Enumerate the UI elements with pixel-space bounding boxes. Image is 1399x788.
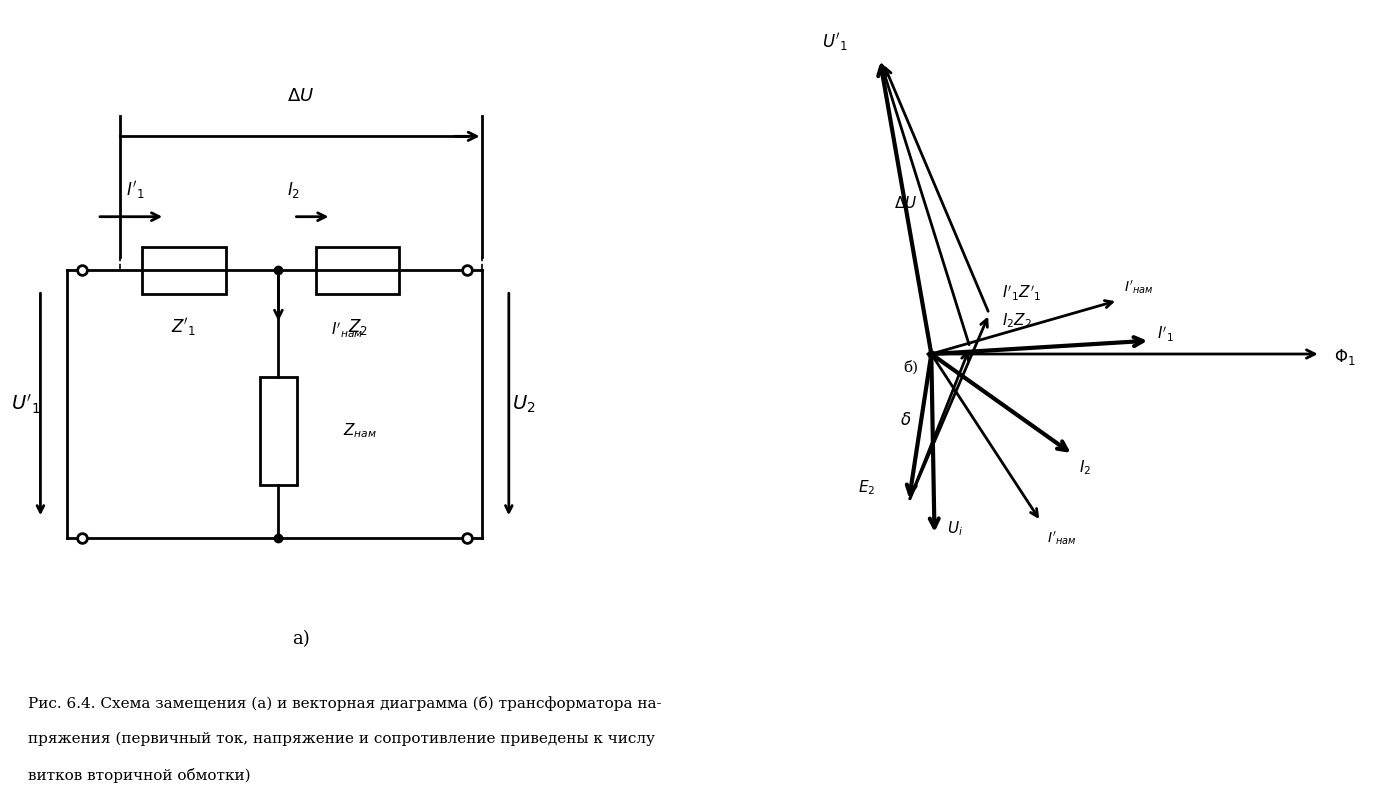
- Text: $Z'_1$: $Z'_1$: [171, 316, 197, 338]
- Text: $I'_1Z'_1$: $I'_1Z'_1$: [1002, 284, 1041, 303]
- Text: $I'_{нам}$: $I'_{нам}$: [1125, 278, 1154, 296]
- Text: пряжения (первичный ток, напряжение и сопротивление приведены к числу: пряжения (первичный ток, напряжение и со…: [28, 731, 655, 746]
- Bar: [143, 247, 225, 294]
- Text: $I'_{нам}$: $I'_{нам}$: [1046, 530, 1077, 547]
- Text: $\delta$: $\delta$: [900, 412, 911, 429]
- Bar: [260, 377, 298, 485]
- Text: $I_2Z_2$: $I_2Z_2$: [1002, 311, 1032, 330]
- Text: $I'_1$: $I'_1$: [1157, 325, 1174, 344]
- Text: витков вторичной обмотки): витков вторичной обмотки): [28, 768, 250, 782]
- Text: $Z_{нам}$: $Z_{нам}$: [343, 422, 376, 440]
- Text: $U_i$: $U_i$: [947, 519, 964, 537]
- Text: $U'_1$: $U'_1$: [823, 31, 848, 53]
- Text: б): б): [904, 361, 918, 375]
- Text: $Z_2$: $Z_2$: [348, 318, 368, 337]
- Text: $I_2$: $I_2$: [287, 180, 301, 200]
- Text: $I_2$: $I_2$: [1080, 459, 1091, 478]
- Text: $\Delta U$: $\Delta U$: [894, 195, 918, 211]
- Text: $\Delta U$: $\Delta U$: [287, 87, 315, 105]
- Text: $U_2$: $U_2$: [512, 393, 536, 415]
- Bar: [316, 247, 399, 294]
- Text: $U'_1$: $U'_1$: [11, 392, 41, 416]
- Text: $I'_{нам}$: $I'_{нам}$: [332, 321, 364, 340]
- Text: $E_2$: $E_2$: [859, 478, 876, 497]
- Text: Рис. 6.4. Схема замещения (а) и векторная диаграмма (б) трансформатора на-: Рис. 6.4. Схема замещения (а) и векторна…: [28, 696, 662, 711]
- Text: а): а): [292, 630, 311, 648]
- Text: $\Phi_1$: $\Phi_1$: [1333, 348, 1356, 367]
- Text: $I'_1$: $I'_1$: [126, 179, 144, 201]
